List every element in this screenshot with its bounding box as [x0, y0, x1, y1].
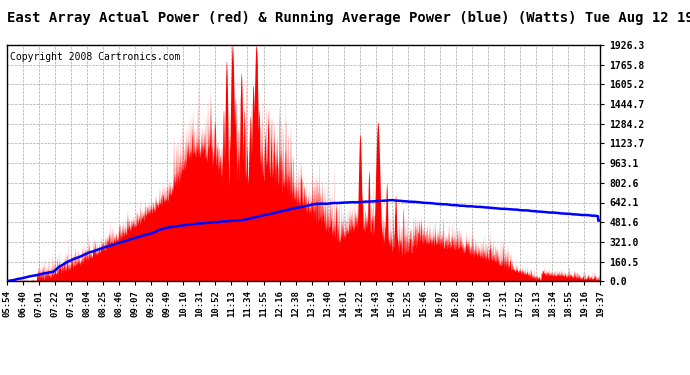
- Text: Copyright 2008 Cartronics.com: Copyright 2008 Cartronics.com: [10, 52, 180, 62]
- Text: East Array Actual Power (red) & Running Average Power (blue) (Watts) Tue Aug 12 : East Array Actual Power (red) & Running …: [7, 11, 690, 26]
